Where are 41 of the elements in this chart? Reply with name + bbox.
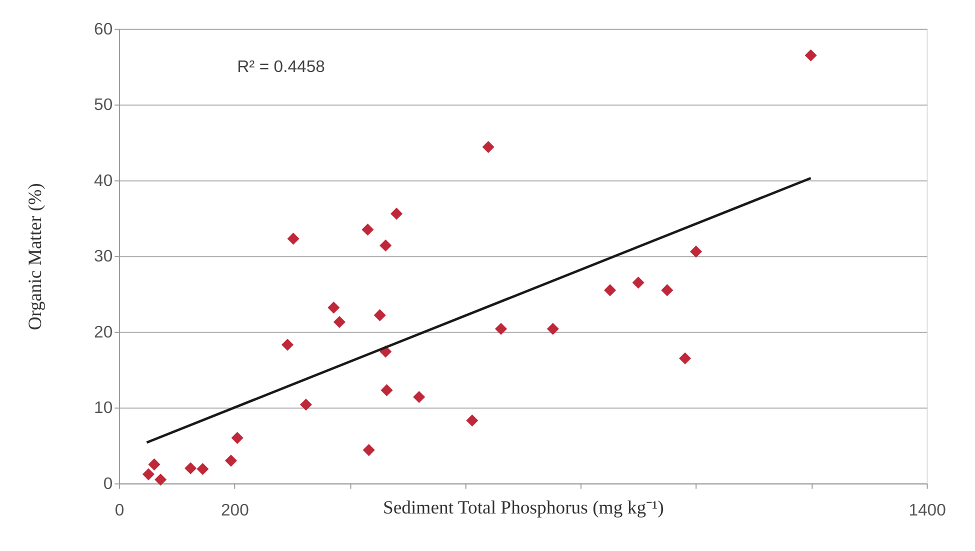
point	[362, 224, 374, 236]
point	[231, 432, 244, 444]
point	[287, 232, 300, 245]
y-tick-label: 50	[94, 95, 113, 114]
point	[300, 398, 312, 411]
annotation: R² = 0.4458	[237, 57, 325, 76]
x-axis-title: Sediment Total Phosphorus (mg kg⁻¹)	[382, 497, 664, 518]
point	[224, 454, 237, 467]
point	[380, 239, 392, 252]
point	[196, 462, 209, 476]
point	[413, 391, 426, 404]
y-tick-label: 10	[94, 398, 113, 418]
point	[184, 462, 197, 474]
point	[380, 384, 393, 396]
point	[679, 352, 692, 364]
y-tick-label: 60	[94, 19, 113, 38]
point	[482, 141, 494, 154]
point	[661, 284, 674, 296]
x-tick-label: 200	[220, 500, 249, 520]
point	[494, 322, 508, 335]
point	[604, 284, 616, 296]
point	[804, 49, 817, 62]
y-tick-label: 0	[103, 474, 113, 493]
point	[154, 474, 167, 486]
point	[546, 322, 559, 335]
y-axis-title: Organic Matter (%)	[24, 183, 46, 330]
point	[333, 316, 346, 328]
y-tick-label: 20	[94, 322, 113, 342]
point	[390, 208, 403, 220]
y-tick-label: 30	[94, 246, 113, 266]
point	[466, 414, 478, 427]
point	[362, 444, 375, 456]
point	[374, 309, 386, 322]
point	[632, 276, 644, 289]
point	[328, 302, 340, 314]
point	[148, 458, 160, 470]
y-tick-label: 40	[94, 170, 113, 190]
x-tick-label: 1400	[908, 500, 946, 520]
point	[281, 338, 294, 351]
point	[690, 246, 702, 258]
point	[142, 468, 154, 480]
